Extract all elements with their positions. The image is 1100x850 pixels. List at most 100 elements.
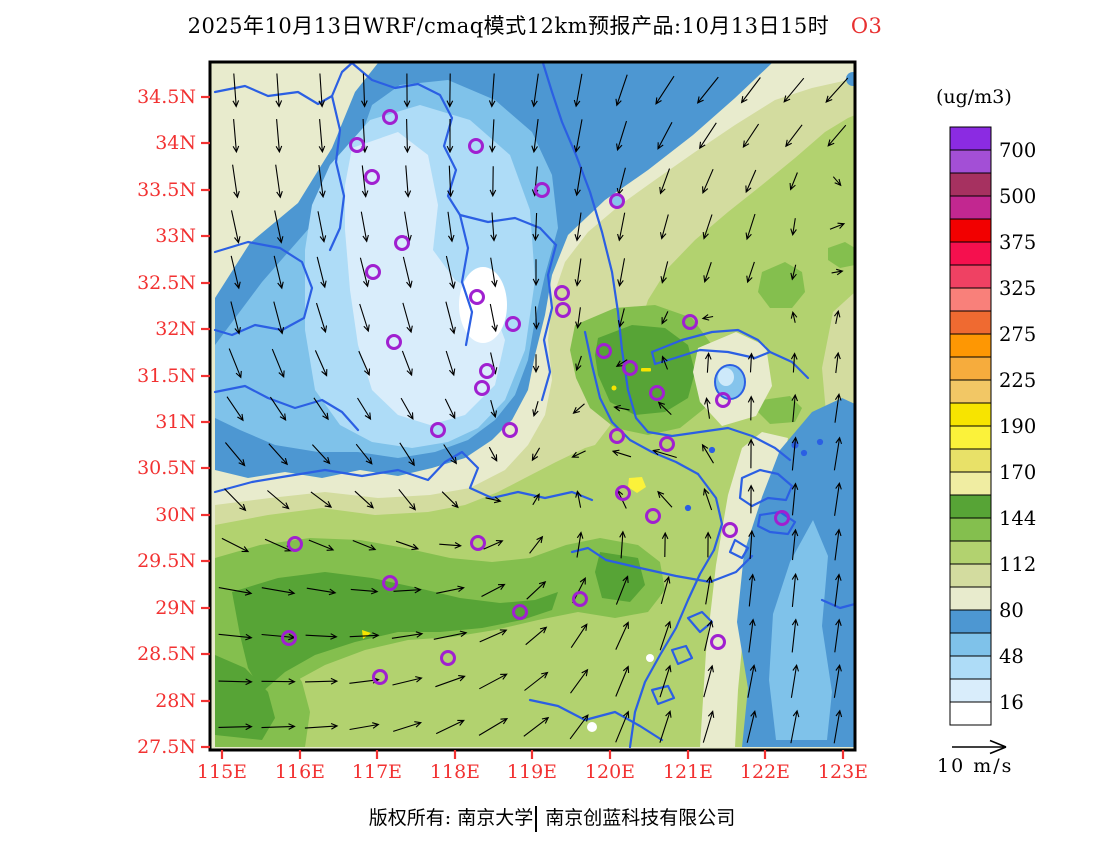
- wind-arrow: [748, 618, 756, 653]
- wind-arrow: [833, 436, 843, 471]
- colorbar-segment: [949, 149, 992, 174]
- wind-arrow: [617, 258, 626, 287]
- x-axis-tick-label: 115E: [197, 761, 247, 783]
- wind-arrow: [611, 449, 632, 458]
- wind-arrow: [746, 709, 757, 743]
- yellow-hotspot: [362, 630, 371, 639]
- x-axis-tick-label: 116E: [275, 761, 325, 783]
- station-marker: [505, 316, 521, 332]
- station-marker: [710, 634, 726, 650]
- wind-arrow: [218, 723, 253, 731]
- colorbar-segment: [949, 241, 992, 266]
- wind-arrow: [488, 73, 496, 108]
- station-marker: [649, 385, 665, 401]
- wind-arrow: [696, 76, 719, 104]
- wind-arrow: [317, 211, 327, 243]
- y-axis-tick-label: 33N: [155, 225, 196, 247]
- wind-arrow: [532, 306, 540, 330]
- wind-arrow: [783, 77, 805, 103]
- wind-arrow: [659, 664, 672, 698]
- wind-arrow: [703, 262, 712, 284]
- wind-arrow: [575, 355, 582, 372]
- wind-arrow: [230, 301, 241, 335]
- axis-labels: 115E 116E 117E 118E 119E 120E 121E 122E 123E 34.5…: [137, 86, 868, 783]
- wind-arrow: [439, 542, 462, 549]
- province-boundaries: [213, 62, 855, 749]
- wind-arrow: [361, 165, 369, 198]
- y-axis-tick-label: 29N: [155, 597, 196, 619]
- wind-arrow: [275, 164, 283, 199]
- station-marker: [534, 182, 550, 198]
- y-axis-tick-label: 31.5N: [137, 365, 196, 387]
- wind-arrow: [228, 348, 242, 379]
- wind-arrow: [790, 709, 800, 744]
- station-marker: [287, 536, 303, 552]
- wind-arrow: [314, 350, 328, 377]
- colorbar-segment: [949, 333, 992, 358]
- wind-arrow: [532, 259, 540, 287]
- wind-arrow: [834, 481, 842, 516]
- wind-arrow: [661, 531, 669, 558]
- colorbar-segment: [949, 264, 992, 289]
- wind-arrow: [446, 119, 454, 154]
- wind-arrow: [313, 397, 329, 421]
- colorbar-segment: [949, 494, 992, 519]
- wind-arrow: [401, 350, 413, 377]
- contour-region: [345, 132, 505, 425]
- wind-arrow: [573, 119, 583, 153]
- wind-arrow: [825, 77, 849, 103]
- colorbar-segment: [949, 218, 992, 243]
- wind-arrow: [704, 397, 711, 419]
- colorbar-segment: [949, 632, 992, 657]
- wind-arrow: [791, 482, 799, 516]
- wind-arrow: [261, 723, 296, 730]
- wind-arrow: [829, 222, 846, 230]
- wind-arrow: [747, 664, 757, 698]
- wind-arrow: [230, 210, 241, 244]
- legend-unit: (ug/m3): [936, 86, 1012, 108]
- wind-arrow: [701, 443, 714, 464]
- lake-taihu-core: [718, 368, 734, 386]
- colorbar-segment: [949, 563, 992, 588]
- wind-arrow: [791, 528, 799, 561]
- y-axis-tick-label: 30N: [155, 504, 196, 526]
- wind-arrow: [359, 257, 370, 288]
- station-marker: [554, 285, 570, 301]
- wind-arrow: [615, 74, 628, 107]
- wind-arrow: [573, 73, 583, 108]
- wind-arrow: [359, 303, 370, 333]
- station-marker: [609, 428, 625, 444]
- wind-arrow: [318, 165, 326, 199]
- wind-arrow: [569, 714, 589, 740]
- wind-arrow: [403, 73, 411, 108]
- footer-divider: [535, 806, 538, 832]
- wind-arrow: [445, 301, 456, 335]
- wind-arrow: [571, 450, 586, 458]
- wind-arrow: [350, 587, 379, 595]
- wind-arrow: [354, 490, 375, 509]
- legend-value: 190: [999, 415, 1036, 438]
- wind-arrow: [218, 633, 253, 641]
- wind-arrow: [311, 444, 331, 465]
- wind-arrow: [827, 124, 847, 147]
- colorbar-segment: [949, 425, 992, 450]
- legend-value: 700: [999, 139, 1036, 162]
- y-axis-tick-label: 27.5N: [137, 736, 196, 758]
- colorbar-segment: [949, 287, 992, 312]
- y-axis-tick-label: 34.5N: [137, 86, 196, 108]
- wind-arrow: [575, 307, 582, 329]
- y-axis-tick-label: 28.5N: [137, 643, 196, 665]
- wind-arrow: [391, 631, 424, 639]
- wind-arrow: [660, 261, 669, 284]
- wind-arrow: [789, 172, 798, 191]
- wind-arrow: [659, 214, 669, 240]
- station-marker: [682, 314, 698, 330]
- wind-arrow: [316, 256, 327, 289]
- colorbar-segment: [949, 126, 992, 151]
- wind-arrow: [655, 75, 675, 105]
- wind-arrow: [657, 401, 672, 415]
- wind-arrow: [490, 257, 498, 288]
- wind-arrow: [261, 678, 296, 685]
- wind-arrow: [791, 572, 799, 607]
- wind-arrow: [403, 118, 411, 154]
